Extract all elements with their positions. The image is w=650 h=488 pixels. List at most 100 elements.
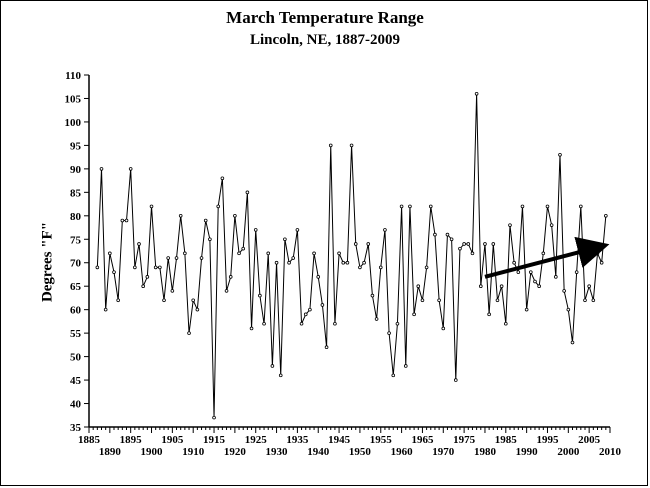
y-tick-label: 70 [70, 258, 82, 270]
data-point [316, 275, 321, 279]
data-point [199, 256, 204, 260]
data-point [303, 312, 308, 317]
data-point [245, 190, 250, 195]
data-point [137, 242, 141, 246]
series-line [96, 93, 607, 418]
data-point [445, 232, 450, 237]
data-point [153, 265, 158, 270]
y-tick-label: 35 [70, 422, 82, 434]
data-point [524, 307, 529, 312]
x-tick-label: 1970 [432, 446, 455, 458]
data-point [195, 307, 200, 312]
data-point [103, 307, 108, 312]
x-tick-label: 1935 [286, 434, 309, 446]
data-point [266, 251, 271, 256]
data-point [308, 307, 312, 312]
data-point [249, 326, 254, 331]
data-point [178, 214, 183, 218]
data-point [549, 223, 554, 227]
data-point [458, 246, 462, 251]
data-point [533, 279, 537, 284]
data-point [228, 275, 233, 279]
data-point [337, 251, 341, 256]
data-point [591, 298, 596, 303]
data-point [470, 251, 475, 256]
data-point [441, 326, 446, 331]
data-point [558, 152, 562, 157]
data-point [466, 242, 471, 246]
data-point [478, 284, 483, 289]
data-point [253, 228, 258, 232]
data-point [403, 364, 408, 368]
data-point [237, 251, 241, 256]
data-point [537, 284, 541, 289]
data-point [187, 331, 191, 335]
data-point [541, 251, 546, 256]
y-tick-label: 55 [70, 328, 82, 340]
data-point [399, 204, 404, 209]
data-point [183, 251, 187, 256]
y-tick-label: 75 [70, 234, 82, 246]
data-point [583, 298, 587, 303]
y-tick-label: 90 [70, 164, 82, 176]
data-point [145, 275, 150, 279]
y-tick-label: 50 [70, 352, 82, 364]
data-point [353, 242, 358, 246]
data-point [203, 218, 208, 223]
data-point [570, 340, 575, 345]
data-point [116, 298, 120, 303]
x-tick-label: 1910 [182, 446, 205, 458]
data-point [562, 289, 566, 293]
data-point [291, 256, 296, 260]
x-tick-label: 2005 [578, 434, 601, 446]
x-tick-label: 1965 [411, 434, 434, 446]
data-point [374, 317, 379, 321]
data-point [287, 260, 291, 265]
data-point [383, 228, 387, 232]
data-point [378, 265, 383, 270]
data-point [328, 143, 333, 148]
data-point [208, 237, 212, 242]
data-point [420, 298, 425, 303]
x-tick-label: 1905 [161, 434, 184, 446]
data-point [491, 242, 496, 246]
y-tick-label: 95 [70, 140, 82, 152]
data-point [391, 373, 396, 378]
data-point [424, 265, 429, 270]
data-point [191, 298, 196, 303]
data-point [387, 331, 391, 335]
x-tick-label: 2010 [599, 446, 622, 458]
data-point [108, 251, 112, 256]
x-tick-label: 2000 [557, 446, 580, 458]
data-point [212, 415, 216, 420]
data-point [487, 312, 491, 317]
data-point [358, 265, 362, 270]
data-point [166, 256, 170, 260]
data-point [128, 167, 133, 171]
data-point [262, 321, 266, 326]
data-point [395, 321, 400, 326]
data-point [241, 246, 246, 251]
data-point [437, 298, 441, 303]
data-point [483, 242, 487, 246]
x-tick-label: 1975 [453, 434, 476, 446]
data-point [220, 176, 225, 181]
y-tick-label: 105 [65, 93, 82, 105]
data-point [278, 373, 283, 378]
data-point [554, 275, 558, 279]
data-point [124, 218, 129, 223]
y-tick-label: 110 [65, 70, 81, 82]
trend-arrow [484, 236, 610, 279]
x-tick-label: 1920 [224, 446, 247, 458]
data-point [158, 265, 162, 270]
data-point [516, 270, 521, 274]
data-point [595, 251, 600, 256]
data-point [428, 204, 433, 209]
data-point [349, 143, 354, 148]
data-point [508, 223, 512, 227]
x-tick-label: 1960 [391, 446, 414, 458]
x-tick-label: 1895 [120, 434, 143, 446]
data-point [283, 237, 287, 242]
data-point [579, 204, 583, 209]
